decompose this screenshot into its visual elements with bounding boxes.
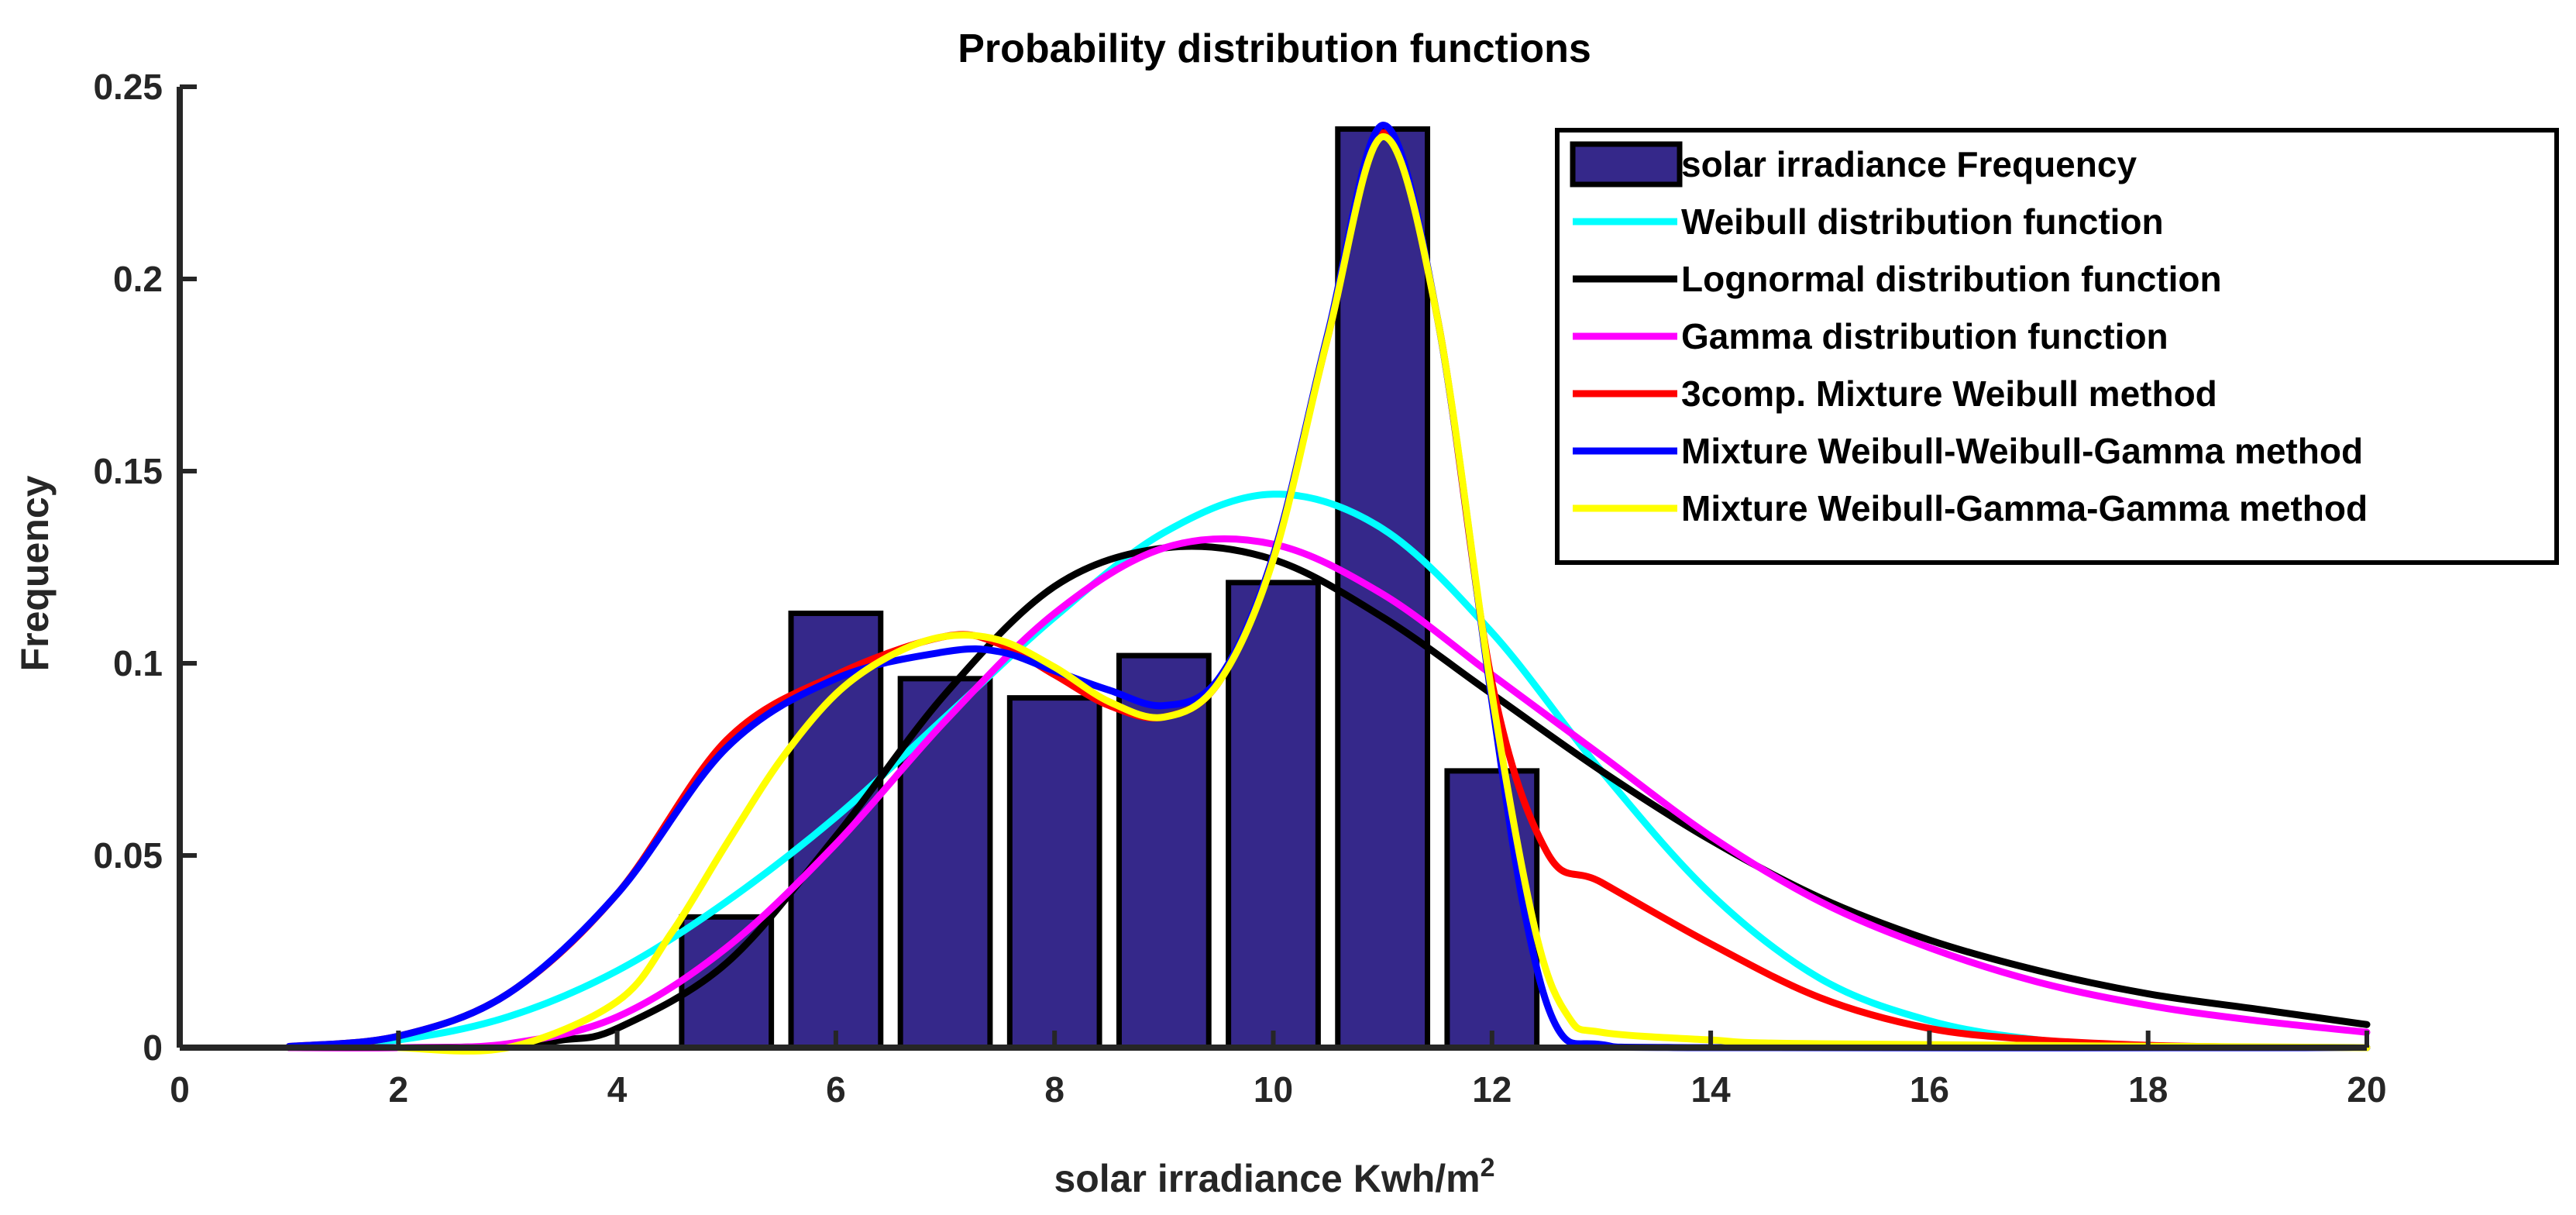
- series-line-3: [285, 535, 2371, 1052]
- x-tick-label: 6: [826, 1069, 846, 1110]
- x-axis-title-text: solar irradiance Kwh/m: [1054, 1157, 1480, 1200]
- x-axis-title-superscript: 2: [1481, 1153, 1495, 1182]
- y-tick-label: 0.1: [113, 643, 163, 683]
- legend-label-histogram: solar irradiance Frequency: [1681, 144, 2137, 184]
- x-tick-label: 12: [1472, 1069, 1512, 1110]
- x-ticks: 0 2 4 6 8 10 12 14 16 18 20: [170, 1031, 2387, 1110]
- x-tick-label: 20: [2347, 1069, 2386, 1110]
- legend: solar irradiance Frequency Weibull distri…: [1555, 128, 2559, 565]
- legend-label-1: Weibull distribution function: [1681, 201, 2164, 242]
- y-tick-label: 0: [143, 1027, 163, 1068]
- x-tick-label: 16: [1910, 1069, 1949, 1110]
- y-tick-label: 0.2: [113, 259, 163, 299]
- x-tick-label: 2: [389, 1069, 409, 1110]
- y-tick-label: 0.15: [93, 451, 163, 491]
- legend-swatch-histogram: [1570, 141, 1683, 188]
- distribution-curves: [285, 122, 2371, 1055]
- y-tick-label: 0.25: [93, 67, 163, 107]
- x-tick-label: 4: [607, 1069, 628, 1110]
- legend-label-4: 3comp. Mixture Weibull method: [1681, 373, 2217, 414]
- chart-title: Probability distribution functions: [958, 26, 1591, 71]
- x-tick-label: 14: [1691, 1069, 1732, 1110]
- plot-area: 0 2 4 6 8 10 12 14 16 18 20 0 0.05 0.1 0.15 0.2 0.25: [93, 67, 2386, 1110]
- legend-label-6: Mixture Weibull-Gamma-Gamma method: [1681, 488, 2368, 528]
- x-tick-label: 18: [2128, 1069, 2168, 1110]
- x-tick-label: 10: [1254, 1069, 1293, 1110]
- histogram-bar: [1006, 695, 1102, 1051]
- histogram-bar: [1335, 126, 1431, 1051]
- legend-label-3: Gamma distribution function: [1681, 316, 2168, 356]
- legend-label-2: Lognormal distribution function: [1681, 259, 2222, 299]
- series-line-1: [285, 490, 2371, 1052]
- y-axis-title: Frequency: [13, 475, 57, 671]
- x-tick-label: 0: [170, 1069, 190, 1110]
- series-line-6: [394, 133, 2371, 1055]
- y-ticks: 0 0.05 0.1 0.15 0.2 0.25: [93, 67, 197, 1068]
- histogram-bars: [679, 126, 1540, 1051]
- x-tick-label: 8: [1044, 1069, 1064, 1110]
- y-tick-label: 0.05: [93, 835, 163, 876]
- legend-box: [1555, 128, 2559, 565]
- x-axis-title: solar irradiance Kwh/m2: [1054, 1153, 1494, 1200]
- histogram-bar: [1226, 580, 1321, 1051]
- series-line-2: [285, 542, 2371, 1052]
- legend-label-5: Mixture Weibull-Weibull-Gamma method: [1681, 431, 2363, 471]
